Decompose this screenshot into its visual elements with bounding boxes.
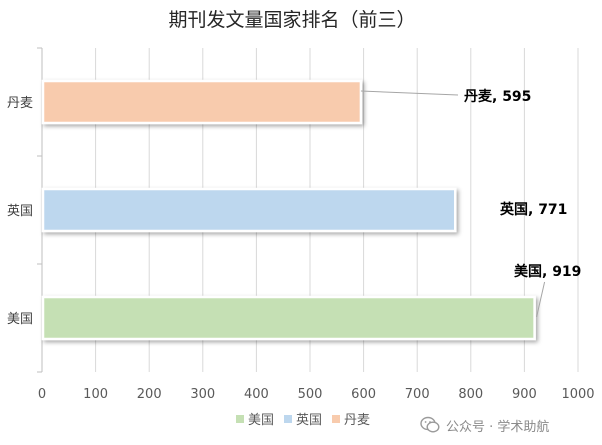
x-tick-label: 500	[298, 387, 323, 402]
x-tick-label: 0	[38, 387, 46, 402]
x-tick-label: 700	[405, 387, 430, 402]
watermark: 公众号 · 学术助航	[420, 414, 549, 436]
data-label-美国: 美国, 919	[514, 263, 581, 280]
leader-line	[360, 90, 459, 96]
leader-line	[536, 281, 546, 318]
x-tick-label: 900	[512, 387, 537, 402]
chart-bars	[41, 79, 536, 341]
wechat-icon	[420, 416, 440, 433]
x-tick-label: 1000	[561, 387, 594, 402]
x-tick-label: 100	[83, 387, 108, 402]
legend-swatch	[236, 415, 244, 423]
bar-美国	[41, 295, 536, 341]
legend-label: 丹麦	[344, 413, 370, 428]
chart-title: 期刊发文量国家排名（前三）	[168, 9, 415, 31]
x-tick-label: 400	[244, 387, 269, 402]
legend-label: 美国	[248, 413, 274, 428]
x-tick-label: 300	[190, 387, 215, 402]
legend-swatch	[284, 415, 292, 423]
bar-英国	[41, 187, 457, 233]
x-tick-label: 200	[137, 387, 162, 402]
legend-label: 英国	[296, 413, 322, 428]
y-category-label: 美国	[7, 312, 33, 327]
chart-data-labels: 美国, 919 英国, 771 丹麦, 595	[464, 88, 581, 280]
legend-swatch	[332, 415, 340, 423]
y-category-label: 英国	[7, 204, 33, 219]
data-label-英国: 英国, 771	[499, 201, 567, 218]
watermark-text: 公众号 · 学术助航	[446, 419, 550, 435]
bar-丹麦	[41, 79, 363, 125]
chart-leader-lines	[360, 90, 546, 318]
x-tick-label: 600	[351, 387, 376, 402]
y-category-label: 丹麦	[7, 96, 33, 111]
chart-legend: 美国 英国 丹麦	[236, 413, 370, 428]
x-tick-label: 800	[458, 387, 483, 402]
data-label-丹麦: 丹麦, 595	[464, 88, 531, 105]
